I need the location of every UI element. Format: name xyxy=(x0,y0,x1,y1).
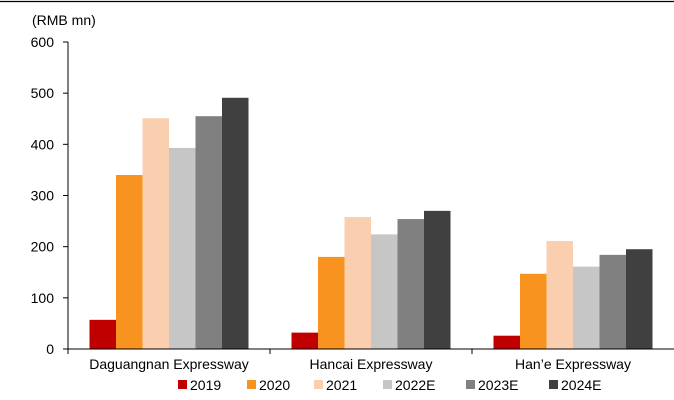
legend-swatch xyxy=(178,380,187,389)
legend-label: 2021 xyxy=(326,377,357,393)
bar-2020-1 xyxy=(116,175,143,349)
legend: 2019 2020 2021 2022E 2023E 2024E xyxy=(178,377,601,393)
unit-label: (RMB mn) xyxy=(32,12,96,28)
y-tick-label: 200 xyxy=(31,239,55,255)
bar-2022e-3 xyxy=(573,266,600,349)
legend-label: 2020 xyxy=(259,377,290,393)
legend-swatch xyxy=(466,380,475,389)
legend-swatch xyxy=(314,380,323,389)
bar-2023e-3 xyxy=(599,254,626,349)
legend-label: 2019 xyxy=(190,377,221,393)
y-tick-label: 0 xyxy=(46,341,54,357)
y-tick-label: 600 xyxy=(31,34,55,50)
bar-2021-3 xyxy=(546,241,573,349)
y-tick-label: 400 xyxy=(31,136,55,152)
legend-label: 2023E xyxy=(478,377,518,393)
x-category-label: Daguangnan Expressway xyxy=(89,356,249,372)
legend-swatch xyxy=(247,380,256,389)
bar-2021-2 xyxy=(344,216,371,349)
bar-2019-3 xyxy=(493,335,520,349)
bar-2024e-1 xyxy=(222,97,249,349)
bar-2023e-1 xyxy=(195,116,222,349)
legend-label: 2022E xyxy=(395,377,435,393)
x-category-label: Hancai Expressway xyxy=(310,356,433,372)
bar-2019-2 xyxy=(291,332,318,349)
x-category-label: Han’e Expressway xyxy=(515,356,631,372)
legend-label: 2024E xyxy=(561,377,601,393)
legend-swatch xyxy=(383,380,392,389)
bar-2024e-3 xyxy=(626,249,653,349)
bar-2022e-1 xyxy=(169,147,196,349)
bar-2024e-2 xyxy=(424,210,451,349)
y-tick-label: 100 xyxy=(31,290,55,306)
bar-2021-1 xyxy=(142,118,169,349)
y-axis: 0 100 200 300 400 500 600 xyxy=(31,34,69,357)
bar-2020-2 xyxy=(318,256,345,349)
bar-2022e-2 xyxy=(371,234,398,349)
bar-2020-3 xyxy=(520,273,547,349)
bars xyxy=(89,97,653,349)
x-axis: Daguangnan Expressway Hancai Expressway Ha… xyxy=(67,348,674,372)
bar-2019-1 xyxy=(89,319,116,349)
bar-2023e-2 xyxy=(397,219,424,349)
y-tick-label: 500 xyxy=(31,85,55,101)
legend-swatch xyxy=(549,380,558,389)
y-tick-label: 300 xyxy=(31,188,55,204)
